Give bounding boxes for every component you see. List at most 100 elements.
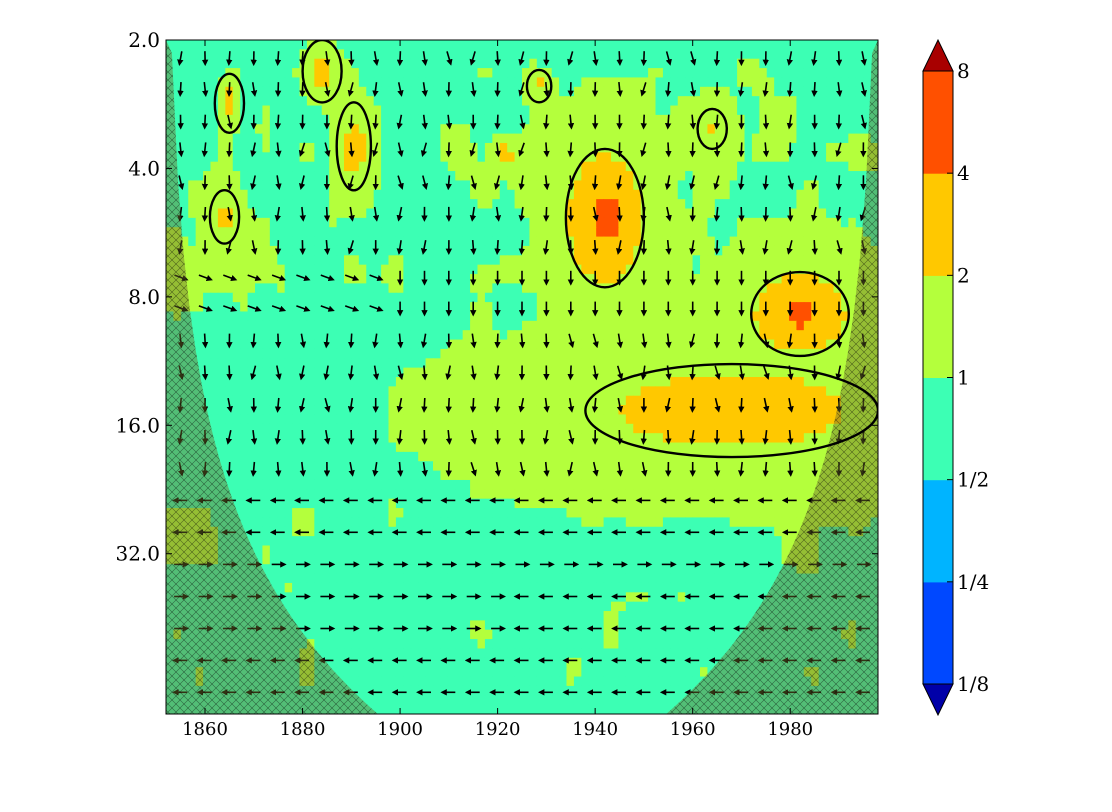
heatmap-cell — [484, 498, 493, 509]
heatmap-cell — [447, 133, 456, 144]
heatmap-cell — [692, 96, 701, 107]
heatmap-cell — [425, 199, 434, 210]
heatmap-cell — [700, 124, 709, 135]
heatmap-cell — [329, 405, 338, 416]
heatmap-cell — [655, 386, 664, 397]
heatmap-cell — [321, 461, 330, 472]
heatmap-cell — [388, 161, 397, 172]
heatmap-cell — [514, 358, 523, 369]
heatmap-cell — [440, 245, 449, 256]
heatmap-cell — [596, 339, 605, 350]
heatmap-cell — [618, 479, 627, 490]
heatmap-cell — [351, 105, 360, 116]
heatmap-cell — [744, 461, 753, 472]
heatmap-cell — [737, 442, 746, 453]
heatmap-cell — [625, 367, 634, 378]
heatmap-cell — [700, 86, 709, 97]
heatmap-cell — [314, 330, 323, 341]
heatmap-cell — [766, 489, 775, 500]
heatmap-cell — [255, 498, 264, 509]
heatmap-cell — [692, 49, 701, 60]
heatmap-cell — [240, 320, 249, 331]
heatmap-cell — [284, 133, 293, 144]
heatmap-cell — [329, 302, 338, 313]
heatmap-cell — [633, 292, 642, 303]
heatmap-cell — [321, 189, 330, 200]
heatmap-cell — [440, 208, 449, 219]
heatmap-cell — [240, 180, 249, 191]
heatmap-cell — [588, 414, 597, 425]
heatmap-cell — [514, 479, 523, 490]
heatmap-cell — [700, 292, 709, 303]
heatmap-cell — [381, 423, 390, 434]
heatmap-cell — [410, 49, 419, 60]
heatmap-cell — [566, 264, 575, 275]
heatmap-cell — [611, 105, 620, 116]
heatmap-cell — [707, 96, 716, 107]
heatmap-cell — [633, 451, 642, 462]
heatmap-cell — [395, 171, 404, 182]
heatmap-cell — [203, 320, 212, 331]
heatmap-cell — [507, 405, 516, 416]
heatmap-cell — [351, 49, 360, 60]
heatmap-cell — [648, 451, 657, 462]
heatmap-cell — [722, 498, 731, 509]
heatmap-cell — [388, 40, 397, 50]
heatmap-cell — [781, 152, 790, 163]
heatmap-cell — [677, 442, 686, 453]
heatmap-cell — [388, 227, 397, 238]
heatmap-cell — [522, 227, 531, 238]
heatmap-cell — [470, 255, 479, 266]
heatmap-cell — [714, 227, 723, 238]
heatmap-cell — [737, 227, 746, 238]
heatmap-cell — [670, 142, 679, 153]
heatmap-cell — [499, 292, 508, 303]
heatmap-cell — [195, 292, 204, 303]
heatmap-cell — [700, 377, 709, 387]
heatmap-cell — [455, 348, 464, 359]
heatmap-cell — [796, 189, 805, 200]
heatmap-cell — [796, 302, 805, 313]
heatmap-cell — [766, 133, 775, 144]
heatmap-cell — [410, 189, 419, 200]
heatmap-cell — [551, 245, 560, 256]
heatmap-cell — [566, 283, 575, 294]
heatmap-cell — [284, 217, 293, 228]
heatmap-cell — [292, 114, 301, 125]
heatmap-cell — [707, 189, 716, 200]
heatmap-cell — [744, 386, 753, 397]
heatmap-cell — [188, 96, 197, 107]
heatmap-cell — [611, 96, 620, 107]
heatmap-cell — [700, 395, 709, 406]
heatmap-cell — [299, 330, 308, 341]
heatmap-cell — [195, 320, 204, 331]
heatmap-cell — [373, 152, 382, 163]
heatmap-cell — [433, 227, 442, 238]
heatmap-cell — [203, 358, 212, 369]
heatmap-cell — [751, 358, 760, 369]
heatmap-cell — [336, 451, 345, 462]
heatmap-cell — [766, 105, 775, 116]
heatmap-cell — [269, 414, 278, 425]
heatmap-cell — [269, 58, 278, 69]
heatmap-cell — [796, 77, 805, 88]
heatmap-cell — [781, 302, 790, 313]
heatmap-cell — [210, 423, 219, 434]
heatmap-cell — [247, 320, 256, 331]
heatmap-cell — [833, 49, 842, 60]
heatmap-cell — [477, 255, 486, 266]
heatmap-cell — [477, 245, 486, 256]
heatmap-cell — [336, 470, 345, 481]
heatmap-cell — [722, 292, 731, 303]
heatmap-cell — [255, 405, 264, 416]
heatmap-cell — [388, 58, 397, 69]
heatmap-cell — [410, 274, 419, 284]
heatmap-cell — [425, 58, 434, 69]
heatmap-cell — [388, 405, 397, 416]
heatmap-cell — [373, 199, 382, 210]
heatmap-cell — [581, 86, 590, 97]
heatmap-cell — [774, 49, 783, 60]
heatmap-cell — [232, 442, 241, 453]
heatmap-cell — [217, 292, 226, 303]
heatmap-cell — [789, 358, 798, 369]
